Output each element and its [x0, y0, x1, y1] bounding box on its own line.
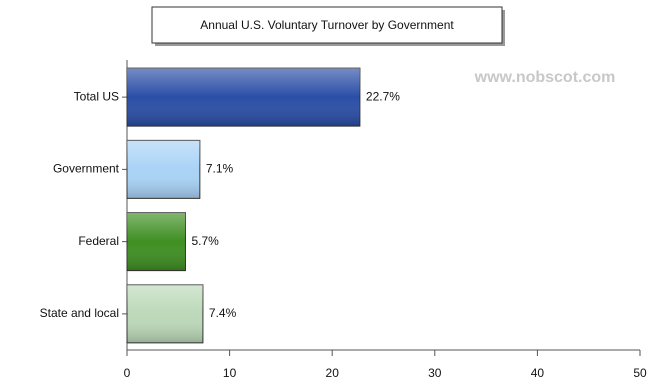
chart-title: Annual U.S. Voluntary Turnover by Govern…: [200, 18, 454, 32]
value-label: 7.4%: [209, 306, 237, 320]
x-tick-label: 20: [326, 366, 340, 380]
x-tick-label: 10: [223, 366, 237, 380]
y-tick-label: State and local: [40, 306, 119, 320]
x-tick-label: 40: [531, 366, 545, 380]
value-label: 7.1%: [206, 162, 234, 176]
value-label: 5.7%: [191, 234, 219, 248]
bar-shine: [127, 68, 360, 127]
x-tick-label: 30: [428, 366, 442, 380]
x-tick-label: 50: [633, 366, 647, 380]
y-tick-label: Federal: [78, 234, 119, 248]
bar-shine: [127, 212, 186, 271]
y-tick-label: Government: [53, 162, 120, 176]
watermark: www.nobscot.com: [474, 69, 616, 86]
y-tick-label: Total US: [74, 89, 119, 103]
bar-shine: [127, 284, 203, 343]
bar-shine: [127, 140, 200, 199]
title-box: [151, 6, 503, 44]
x-tick-label: 0: [124, 366, 131, 380]
value-label: 22.7%: [366, 89, 400, 103]
